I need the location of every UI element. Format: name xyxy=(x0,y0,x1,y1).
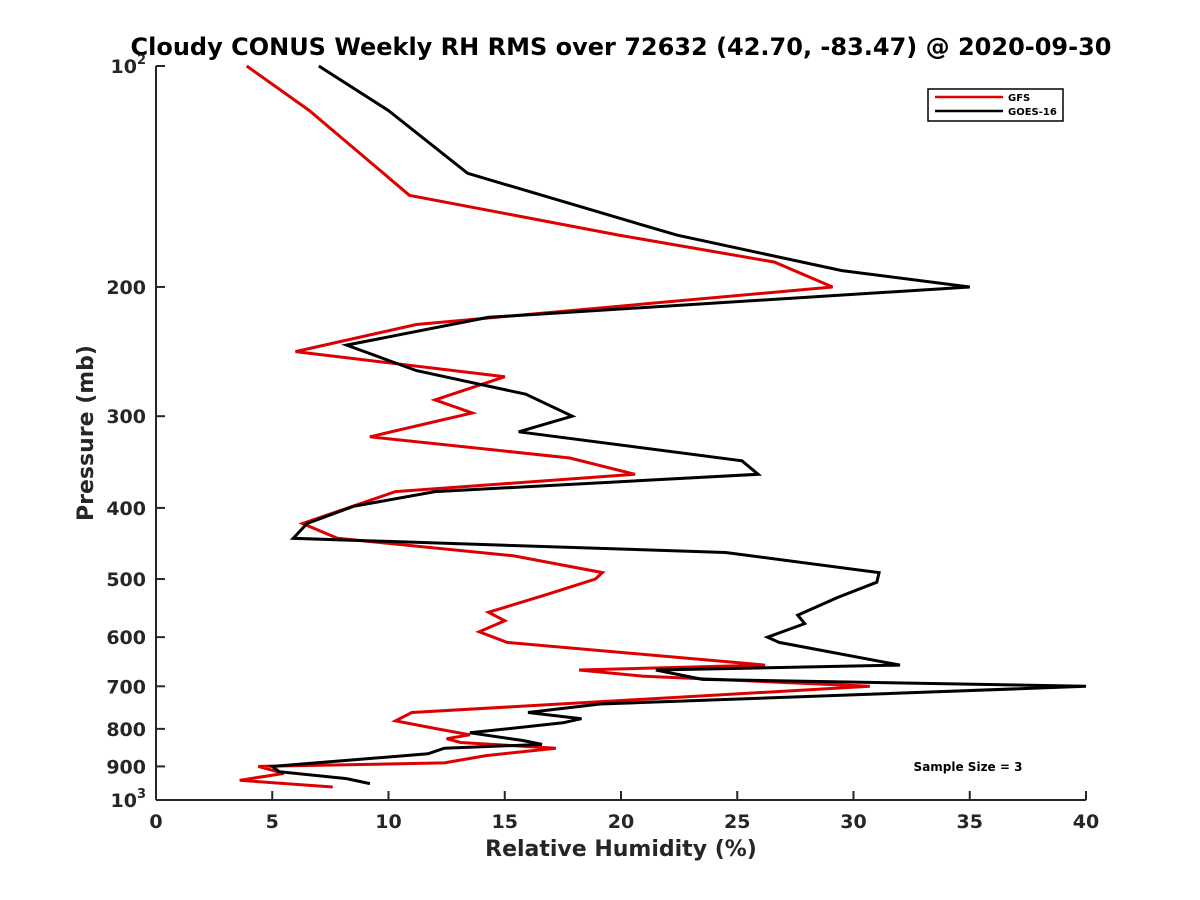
x-tick-label: 20 xyxy=(608,811,634,833)
sample-size-annotation: Sample Size = 3 xyxy=(914,760,1023,774)
y-tick-label: 800 xyxy=(106,719,146,741)
legend: GFS GOES-16 xyxy=(927,88,1064,122)
legend-box xyxy=(927,88,1064,122)
y-tick-label: 400 xyxy=(106,498,146,520)
x-tick-label: 10 xyxy=(375,811,401,833)
chart-title: Cloudy CONUS Weekly RH RMS over 72632 (4… xyxy=(131,33,1112,61)
x-tick-label: 35 xyxy=(957,811,983,833)
x-tick-label: 25 xyxy=(724,811,750,833)
y-tick-label: 900 xyxy=(106,756,146,778)
legend-label-goes16: GOES-16 xyxy=(1008,107,1057,118)
x-axis-ticks: 0 5 10 15 20 25 30 35 40 xyxy=(149,791,1099,833)
y-tick-label: 500 xyxy=(106,569,146,591)
x-tick-label: 5 xyxy=(266,811,279,833)
legend-label-gfs: GFS xyxy=(1008,93,1030,104)
y-tick-label: 102 xyxy=(111,53,147,78)
y-tick-label: 700 xyxy=(106,676,146,698)
series-line-goes16 xyxy=(268,64,1087,786)
y-tick-label: 200 xyxy=(106,277,146,299)
x-tick-label: 0 xyxy=(149,811,162,833)
y-axis-ticks: 102 200 300 400 500 600 700 800 900 103 xyxy=(106,53,165,812)
x-tick-label: 30 xyxy=(840,811,866,833)
x-axis-label: Relative Humidity (%) xyxy=(485,837,757,862)
y-axis-label: Pressure (mb) xyxy=(74,345,99,521)
plot-lines xyxy=(239,64,1087,789)
y-tick-label: 600 xyxy=(106,627,146,649)
x-tick-label: 40 xyxy=(1073,811,1099,833)
x-tick-label: 15 xyxy=(492,811,518,833)
y-tick-label: 300 xyxy=(106,406,146,428)
series-line-gfs xyxy=(239,64,870,789)
y-tick-label: 103 xyxy=(111,787,147,812)
